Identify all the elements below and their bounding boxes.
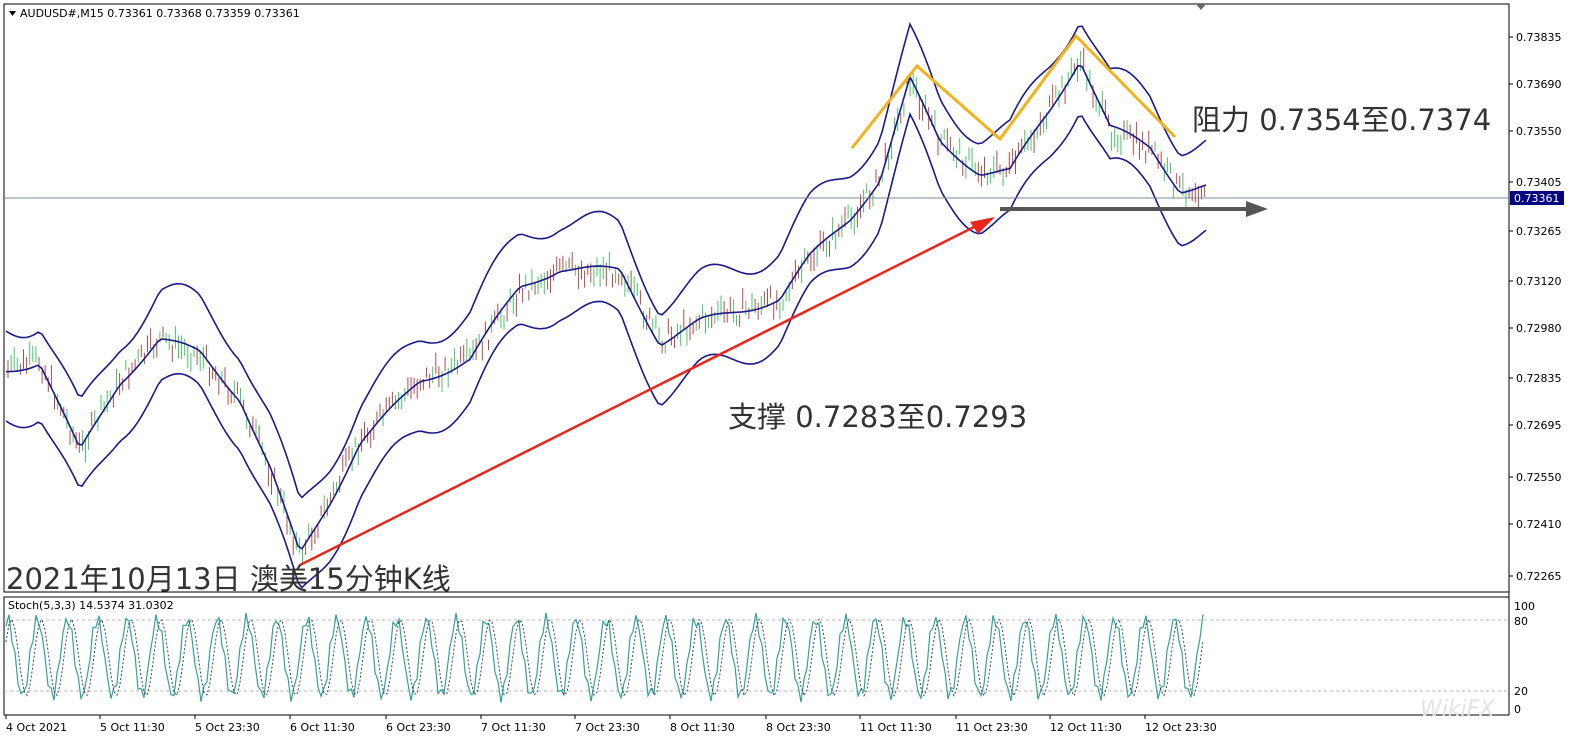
stoch-signal-line bbox=[5, 617, 1204, 698]
price-tick-label: 0.73550 bbox=[1516, 125, 1562, 138]
price-tick-label: 0.73265 bbox=[1516, 225, 1562, 238]
resistance-zigzag bbox=[850, 33, 1177, 149]
time-tick-label: 6 Oct 23:30 bbox=[386, 721, 451, 734]
time-tick-label: 11 Oct 23:30 bbox=[956, 721, 1028, 734]
price-tick-label: 0.73120 bbox=[1516, 275, 1562, 288]
collapse-arrow-icon[interactable] bbox=[9, 11, 16, 16]
price-tick-label: 0.73405 bbox=[1516, 176, 1562, 189]
time-tick-label: 7 Oct 23:30 bbox=[575, 721, 640, 734]
stoch-scale: 100 80 20 0 bbox=[1514, 600, 1535, 716]
time-tick-label: 7 Oct 11:30 bbox=[481, 721, 546, 734]
stoch-main-line bbox=[5, 612, 1204, 703]
price-axis: 0.73835 0.73690 0.73550 0.73405 0.73265 0.731… bbox=[1509, 31, 1562, 583]
time-tick-label: 5 Oct 23:30 bbox=[195, 721, 260, 734]
symbol-header: AUDUSD#,M15 0.73361 0.73368 0.73359 0.73… bbox=[20, 7, 300, 20]
price-tick-label: 0.72265 bbox=[1516, 570, 1562, 583]
time-tick-label: 4 Oct 2021 bbox=[6, 721, 67, 734]
stoch-scale-label: 100 bbox=[1514, 600, 1535, 613]
stoch-scale-label: 0 bbox=[1514, 703, 1521, 716]
current-price-tag-text: 0.73361 bbox=[1514, 192, 1560, 205]
time-axis: 4 Oct 2021 5 Oct 11:30 5 Oct 23:30 6 Oct 11… bbox=[5, 715, 1217, 734]
price-tick-label: 0.73690 bbox=[1516, 78, 1562, 91]
stoch-scale-label: 80 bbox=[1514, 615, 1528, 628]
time-tick-label: 12 Oct 23:30 bbox=[1145, 721, 1217, 734]
time-tick-label: 6 Oct 11:30 bbox=[290, 721, 355, 734]
main-chart-frame bbox=[3, 3, 1510, 593]
time-tick-label: 8 Oct 11:30 bbox=[670, 721, 735, 734]
chart-caption: 2021年10月13日 澳美15分钟K线 bbox=[6, 562, 451, 596]
price-tick-label: 0.72695 bbox=[1516, 419, 1562, 432]
support-trendline bbox=[299, 222, 981, 567]
time-tick-label: 11 Oct 11:30 bbox=[860, 721, 932, 734]
price-tick-label: 0.72835 bbox=[1516, 372, 1562, 385]
stoch-scale-label: 20 bbox=[1514, 685, 1528, 698]
stochastic-lines bbox=[5, 612, 1204, 703]
watermark: WikiFX bbox=[1420, 697, 1495, 722]
resistance-annotation: 阻力 0.7354至0.7374 bbox=[1192, 103, 1491, 137]
time-tick-label: 12 Oct 11:30 bbox=[1050, 721, 1122, 734]
time-tick-label: 8 Oct 23:30 bbox=[766, 721, 831, 734]
time-tick-label: 5 Oct 11:30 bbox=[100, 721, 165, 734]
price-tick-label: 0.73835 bbox=[1516, 31, 1562, 44]
price-tick-label: 0.72550 bbox=[1516, 471, 1562, 484]
stoch-header: Stoch(5,3,3) 14.5374 31.0302 bbox=[8, 599, 174, 612]
band-middle bbox=[5, 64, 1207, 550]
current-price-tag bbox=[1510, 191, 1564, 205]
chart-shift-marker[interactable] bbox=[1196, 4, 1206, 10]
price-tick-label: 0.72980 bbox=[1516, 322, 1562, 335]
price-tick-label: 0.72410 bbox=[1516, 518, 1562, 531]
support-annotation: 支撑 0.7283至0.7293 bbox=[728, 400, 1027, 434]
band-upper bbox=[5, 22, 1207, 499]
horizontal-arrowhead bbox=[1246, 201, 1268, 217]
support-arrowhead bbox=[970, 217, 995, 234]
bollinger-bands bbox=[5, 22, 1207, 589]
band-lower bbox=[5, 112, 1207, 589]
